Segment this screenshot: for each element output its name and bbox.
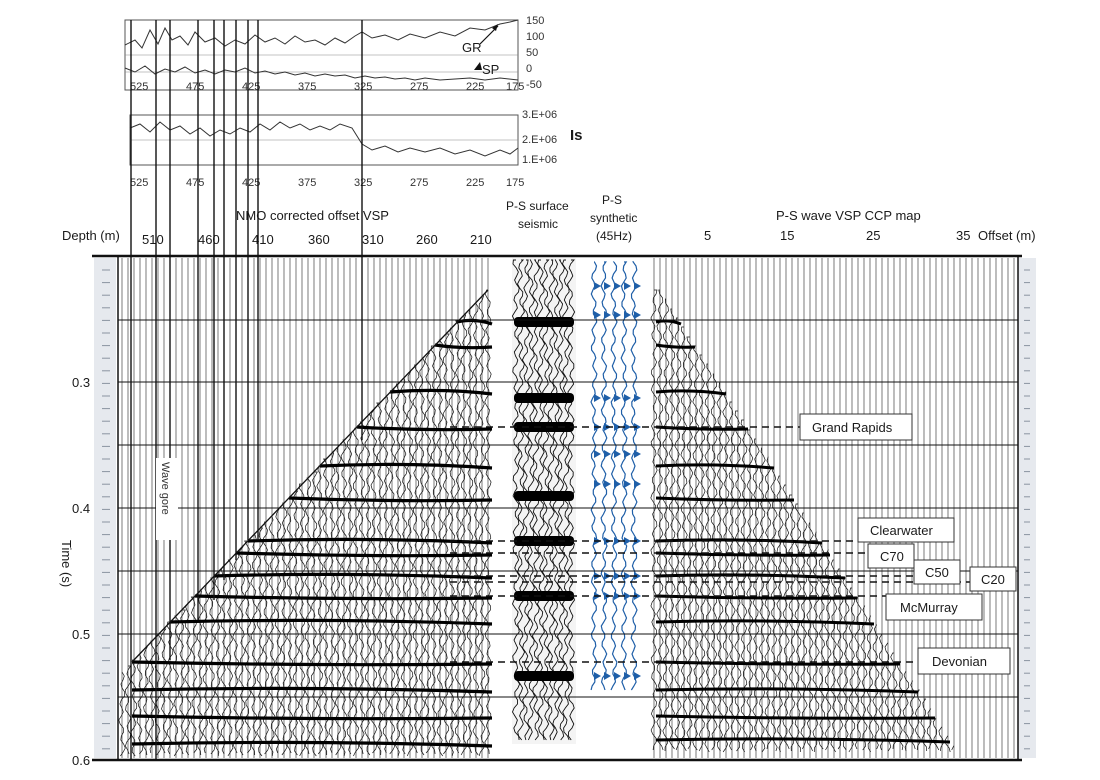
horizon-c20: C20 <box>981 572 1005 587</box>
depth-tick: 460 <box>198 232 220 247</box>
nmo-vsp-events <box>131 318 493 748</box>
horizon-c50: C50 <box>925 565 949 580</box>
is-scale-ticks: 3.E+06 2.E+06 1.E+06 <box>522 109 557 166</box>
lower-depth-tick: 525 <box>130 177 148 189</box>
seismic-display <box>92 20 1036 762</box>
surface-seismic-title-line1: P-S surface <box>506 199 569 213</box>
depth-axis-label: Depth (m) <box>62 228 120 243</box>
svg-text:Wave gore: Wave gore <box>159 462 171 515</box>
lower-depth-tick: 275 <box>410 177 428 189</box>
impedance-log-panel: 525 475 425 375 325 275 225 175 3.E+06 2… <box>129 109 583 189</box>
nmo-vsp-title: NMO corrected offset VSP <box>236 208 389 223</box>
depth-tick: 260 <box>416 232 438 247</box>
lower-depth-ticks: 525 475 425 375 325 275 225 175 <box>130 177 524 189</box>
upper-depth-ticks: 525 475 425 375 325 275 225 175 <box>130 81 524 93</box>
time-grid <box>118 319 1018 698</box>
horizon-ties <box>450 426 970 663</box>
panel-headers: Depth (m) NMO corrected offset VSP 510 4… <box>62 193 1036 247</box>
upper-depth-tick: 525 <box>130 81 148 93</box>
is-scale-tick: 2.E+06 <box>522 134 557 146</box>
sp-curve <box>124 65 519 81</box>
depth-tick: 210 <box>470 232 492 247</box>
surface-seismic-title-line2: seismic <box>518 217 558 231</box>
gr-scale-tick: 100 <box>526 31 544 43</box>
gr-scale-ticks: 150 100 50 0 -50 <box>526 15 544 91</box>
offset-axis-label: Offset (m) <box>978 228 1036 243</box>
horizon-grand-rapids: Grand Rapids <box>812 420 893 435</box>
is-scale-tick: 1.E+06 <box>522 154 557 166</box>
depth-ticks: 510 460 410 360 310 260 210 <box>142 232 492 247</box>
rotated-note: Wave gore <box>156 458 178 540</box>
depth-tick: 360 <box>308 232 330 247</box>
offset-tick: 15 <box>780 228 794 243</box>
ccp-map-title: P-S wave VSP CCP map <box>776 208 921 223</box>
synthetic-title-line3: (45Hz) <box>596 229 632 243</box>
upper-depth-tick: 375 <box>298 81 316 93</box>
time-tick: 0.4 <box>72 501 90 516</box>
depth-tick: 310 <box>362 232 384 247</box>
left-time-ruler <box>94 258 116 758</box>
upper-depth-tick: 275 <box>410 81 428 93</box>
time-tick: 0.6 <box>72 753 90 768</box>
is-label: Is <box>570 127 583 144</box>
gr-scale-tick: -50 <box>526 79 542 91</box>
ruler-ticks <box>102 269 1030 750</box>
lower-depth-tick: 225 <box>466 177 484 189</box>
gr-curve <box>124 19 519 49</box>
gr-sp-log-panel: 525 475 425 375 325 275 225 175 150 100 … <box>124 15 544 93</box>
horizon-labels: Grand Rapids Clearwater C70 C50 C20 McMu… <box>799 413 1017 675</box>
lower-depth-tick: 475 <box>186 177 204 189</box>
lower-depth-tick: 175 <box>506 177 524 189</box>
upper-depth-tick: 325 <box>354 81 372 93</box>
first-break-line <box>131 289 489 663</box>
time-axis: 0.3 0.4 0.5 0.6 Time (s) <box>59 375 90 768</box>
sp-pointer-icon <box>474 62 482 70</box>
lower-depth-tick: 425 <box>242 177 260 189</box>
depth-tick: 410 <box>252 232 274 247</box>
surface-seismic-traces <box>511 258 576 744</box>
gr-scale-tick: 0 <box>526 63 532 75</box>
depth-tick: 510 <box>142 232 164 247</box>
ccp-map-events <box>655 319 951 744</box>
synthetic-title-line1: P-S <box>602 193 622 207</box>
horizon-clearwater: Clearwater <box>870 523 934 538</box>
synthetic-title-line2: synthetic <box>590 211 637 225</box>
sp-label: SP <box>482 62 499 77</box>
gr-label: GR <box>462 40 482 55</box>
synthetic-traces <box>590 261 641 691</box>
upper-depth-tick: 425 <box>242 81 260 93</box>
time-axis-label: Time (s) <box>59 540 74 587</box>
horizon-mcmurray: McMurray <box>900 600 958 615</box>
offset-ticks: 5 15 25 35 <box>704 228 970 243</box>
gr-scale-tick: 50 <box>526 47 538 59</box>
time-tick: 0.5 <box>72 627 90 642</box>
lower-depth-tick: 325 <box>354 177 372 189</box>
time-tick: 0.3 <box>72 375 90 390</box>
is-curve <box>129 121 519 157</box>
upper-depth-tick: 475 <box>186 81 204 93</box>
offset-tick: 25 <box>866 228 880 243</box>
offset-tick: 5 <box>704 228 711 243</box>
offset-tick: 35 <box>956 228 970 243</box>
horizon-devonian: Devonian <box>932 654 987 669</box>
right-time-ruler <box>1018 258 1036 758</box>
is-scale-tick: 3.E+06 <box>522 109 557 121</box>
lower-depth-tick: 375 <box>298 177 316 189</box>
upper-depth-tick: 175 <box>506 81 524 93</box>
horizon-c70: C70 <box>880 549 904 564</box>
gr-scale-tick: 150 <box>526 15 544 27</box>
upper-depth-tick: 225 <box>466 81 484 93</box>
log-tie-lines <box>130 20 363 760</box>
